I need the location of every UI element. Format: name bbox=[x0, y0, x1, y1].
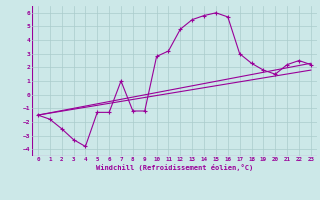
X-axis label: Windchill (Refroidissement éolien,°C): Windchill (Refroidissement éolien,°C) bbox=[96, 164, 253, 171]
